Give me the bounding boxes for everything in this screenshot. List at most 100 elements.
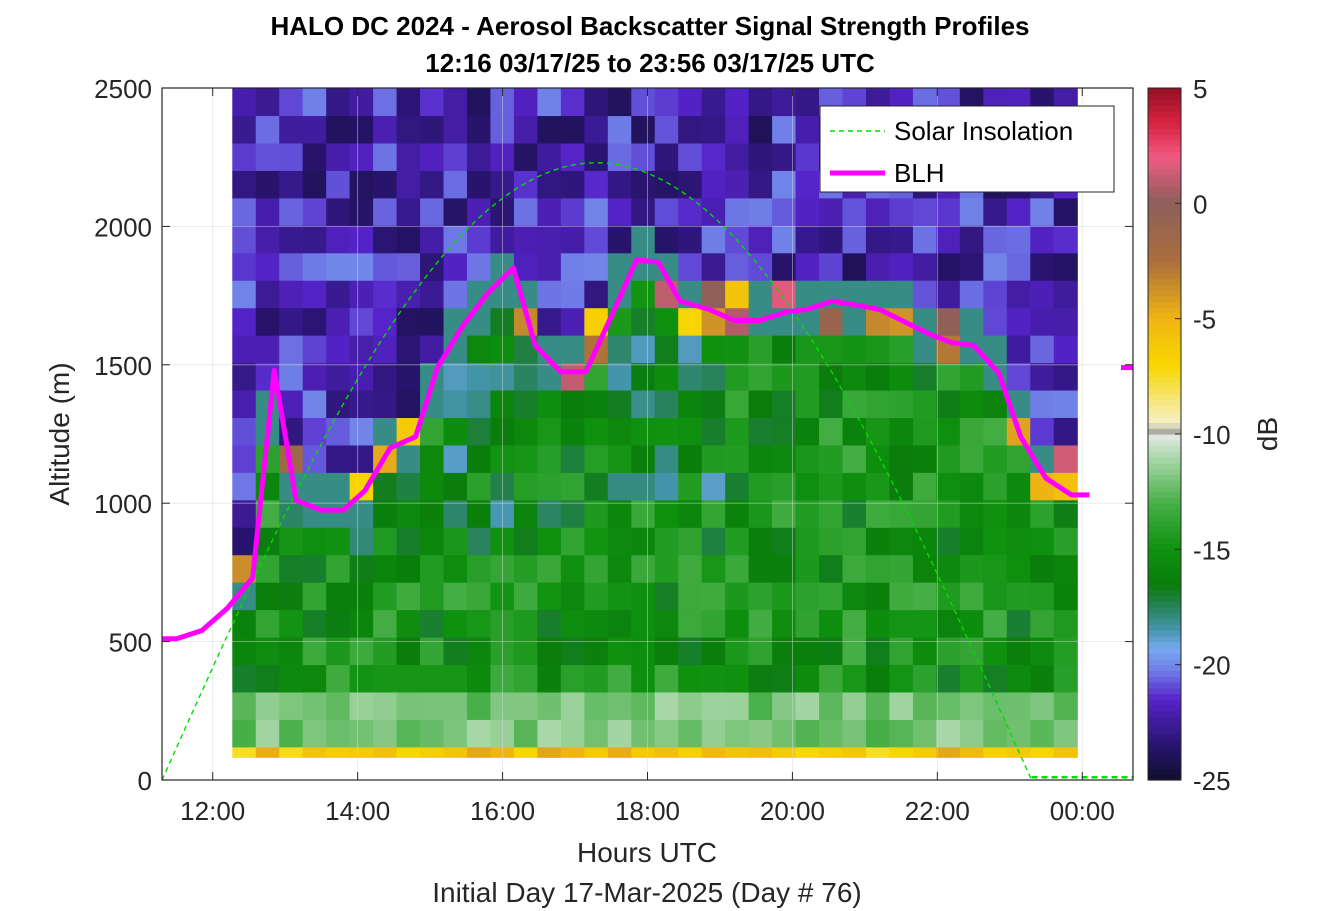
heatmap-cell	[279, 362, 304, 391]
heatmap-cell	[912, 664, 937, 693]
heatmap-cell	[443, 225, 468, 254]
heatmap-cell	[466, 335, 492, 364]
heatmap-cell	[513, 362, 538, 391]
heatmap-cell	[560, 554, 585, 583]
heatmap-cell	[607, 88, 632, 117]
heatmap-cell	[466, 691, 492, 720]
heatmap-cell	[983, 664, 1008, 693]
heatmap-cell	[936, 362, 961, 391]
heatmap-cell	[959, 691, 984, 720]
x-tick-label: 22:00	[905, 796, 970, 826]
heatmap-cell	[1053, 280, 1078, 309]
heatmap-cell	[396, 197, 421, 226]
heatmap-cell	[959, 197, 984, 226]
heatmap-cell	[584, 142, 609, 171]
heatmap-cell	[373, 582, 398, 611]
heatmap-cell	[748, 527, 773, 556]
heatmap-cell	[349, 307, 374, 336]
colorbar-segment	[1148, 214, 1181, 222]
heatmap-cell	[936, 197, 961, 226]
colorbar-segment	[1148, 635, 1181, 643]
heatmap-cell	[795, 170, 820, 199]
heatmap-cell	[631, 389, 656, 418]
heatmap-cell	[443, 280, 468, 309]
heatmap-cell	[537, 582, 562, 611]
colorbar-segment	[1148, 468, 1181, 475]
heatmap-cell	[912, 719, 937, 748]
heatmap-cell	[795, 115, 820, 144]
heatmap-cell	[1030, 252, 1055, 281]
heatmap-cell	[513, 636, 538, 666]
heatmap-cell	[1053, 362, 1078, 391]
heatmap-cell	[631, 609, 656, 638]
colorbar-segment	[1148, 93, 1181, 101]
y-tick-label: 1000	[94, 489, 152, 519]
heatmap-cell	[1053, 499, 1078, 528]
heatmap-cell	[349, 362, 374, 391]
heatmap-cell	[584, 499, 609, 528]
colorbar-segment	[1148, 497, 1181, 504]
heatmap-cell	[1006, 527, 1031, 556]
heatmap-cell	[748, 170, 773, 199]
heatmap-cell	[654, 389, 679, 418]
heatmap-cell	[983, 472, 1008, 501]
heatmap-cell	[936, 499, 961, 528]
heatmap-cell	[302, 664, 327, 693]
colorbar-segment	[1148, 532, 1181, 539]
heatmap-cell	[678, 225, 703, 254]
heatmap-cell	[912, 472, 937, 501]
heatmap-cell	[255, 197, 280, 226]
heatmap-cell	[607, 225, 632, 254]
heatmap-cell	[748, 88, 773, 117]
colorbar-segment	[1148, 676, 1181, 683]
heatmap-cell	[443, 170, 468, 199]
heatmap-cell	[560, 527, 585, 556]
legend-solar-label: Solar Insolation	[894, 116, 1073, 146]
heatmap-cell	[255, 170, 280, 199]
colorbar-segment	[1148, 480, 1181, 487]
heatmap-cell	[1030, 499, 1055, 528]
heatmap-cell	[396, 252, 421, 281]
colorbar-segment	[1148, 566, 1181, 573]
heatmap-cell	[631, 197, 656, 226]
heatmap-cell	[1006, 472, 1031, 501]
heatmap-cell	[373, 335, 398, 364]
heatmap-cell	[584, 252, 609, 281]
heatmap-cell	[1030, 280, 1055, 309]
heatmap-cell	[560, 719, 585, 748]
heatmap-cell	[373, 170, 398, 199]
heatmap-cell	[513, 582, 538, 611]
heatmap-cell	[302, 746, 327, 758]
colorbar-segment	[1148, 197, 1181, 204]
heatmap-cell	[537, 691, 562, 720]
colorbar-segment	[1148, 399, 1181, 406]
heatmap-cell	[959, 609, 984, 638]
heatmap-cell	[842, 362, 867, 391]
heatmap-cell	[607, 554, 632, 583]
heatmap-cell	[584, 197, 609, 226]
heatmap-cell	[560, 225, 585, 254]
heatmap-cell	[819, 444, 844, 473]
heatmap-cell	[279, 225, 304, 254]
heatmap-cell	[349, 88, 374, 117]
colorbar-segment	[1148, 543, 1181, 550]
heatmap-cell	[255, 88, 280, 117]
heatmap-cell	[701, 225, 726, 254]
colorbar-ticks: -25 -20 -15 -10 -5 0 5	[1175, 74, 1231, 796]
heatmap-cell	[255, 582, 280, 611]
heatmap-cell	[983, 197, 1008, 226]
heatmap-cell	[842, 691, 867, 720]
heatmap-cell	[795, 691, 820, 720]
heatmap-cell	[443, 499, 468, 528]
heatmap-cell	[373, 88, 398, 117]
heatmap-cell	[466, 389, 492, 418]
heatmap-cell	[678, 499, 703, 528]
heatmap-cell	[865, 499, 891, 528]
colorbar-tick-label: -10	[1193, 420, 1231, 450]
heatmap-cell	[232, 280, 257, 309]
colorbar-segment	[1148, 549, 1181, 556]
heatmap-cell	[466, 472, 492, 501]
y-tick-label: 2000	[94, 212, 152, 242]
heatmap-cell	[654, 444, 679, 473]
heatmap-cell	[302, 472, 327, 501]
